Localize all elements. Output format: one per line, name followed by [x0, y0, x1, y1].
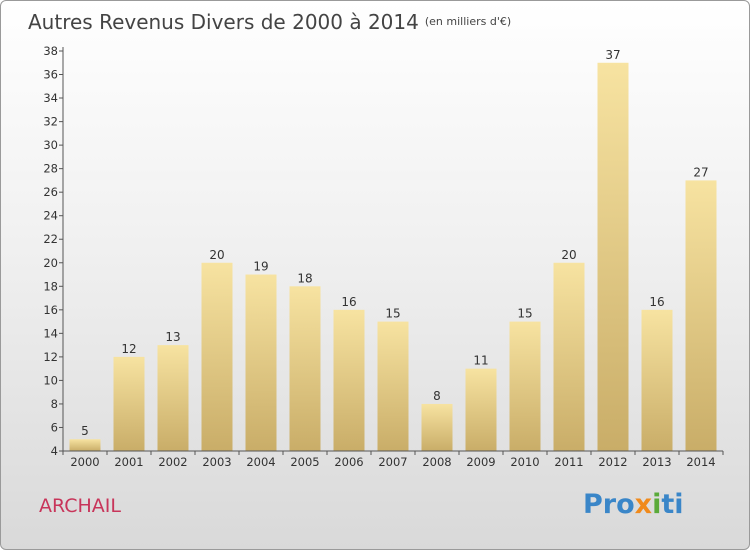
bar-2002: [157, 345, 189, 451]
y-tick-label-38: 38: [43, 44, 58, 58]
x-tick-label-2011: 2011: [554, 455, 583, 469]
y-tick-label-34: 34: [43, 91, 58, 105]
y-tick-label-24: 24: [43, 209, 58, 223]
y-tick-label-20: 20: [43, 256, 58, 270]
bar-label-2009: 11: [473, 354, 488, 368]
bar-label-2000: 5: [81, 424, 89, 438]
x-tick-label-2014: 2014: [686, 455, 715, 469]
x-tick-label-2010: 2010: [510, 455, 539, 469]
bar-label-2008: 8: [433, 389, 441, 403]
y-tick-label-18: 18: [43, 279, 58, 293]
bar-label-2006: 16: [341, 295, 356, 309]
x-tick-label-2008: 2008: [422, 455, 451, 469]
bar-2005: [289, 286, 321, 451]
y-tick-label-14: 14: [43, 326, 58, 340]
y-tick-label-10: 10: [43, 373, 58, 387]
bar-2000: [69, 439, 101, 451]
y-tick-label-26: 26: [43, 185, 58, 199]
y-tick-label-12: 12: [43, 350, 58, 364]
y-tick-label-4: 4: [51, 444, 58, 458]
bar-2004: [245, 274, 277, 451]
y-tick-label-36: 36: [43, 68, 58, 82]
bars-group: 5 12 13 20 19 18 16 15 8 11 15 20 37 16 27: [69, 48, 717, 452]
bar-label-2004: 19: [253, 260, 268, 274]
x-tick-label-2001: 2001: [114, 455, 143, 469]
proxiti-logo: Proxiti: [583, 489, 684, 520]
x-tick-label-2005: 2005: [290, 455, 319, 469]
y-tick-label-16: 16: [43, 303, 58, 317]
chart-subtitle: (en milliers d'€): [424, 15, 512, 28]
bar-label-2012: 37: [605, 48, 620, 62]
x-tick-label-2012: 2012: [598, 455, 627, 469]
x-tick-label-2013: 2013: [642, 455, 671, 469]
bar-label-2001: 12: [121, 342, 136, 356]
x-tick-label-2002: 2002: [158, 455, 187, 469]
chart-title-text: Autres Revenus Divers de 2000 à 2014: [28, 10, 419, 34]
bar-2013: [641, 309, 673, 451]
bar-label-2014: 27: [693, 165, 708, 179]
town-name: ARCHAIL: [39, 495, 121, 517]
bar-2009: [465, 368, 497, 451]
x-tick-label-2000: 2000: [70, 455, 99, 469]
x-tick-label-2009: 2009: [466, 455, 495, 469]
x-tick-label-2006: 2006: [334, 455, 363, 469]
bar-label-2013: 16: [649, 295, 664, 309]
y-tick-label-6: 6: [51, 420, 58, 434]
bar-label-2005: 18: [297, 271, 312, 285]
x-tick-label-2004: 2004: [246, 455, 275, 469]
x-tick-label-2007: 2007: [378, 455, 407, 469]
chart-title: Autres Revenus Divers de 2000 à 2014 (en …: [28, 10, 511, 34]
bar-label-2007: 15: [385, 307, 400, 321]
bar-2006: [333, 309, 365, 451]
bar-2003: [201, 262, 233, 451]
y-tick-label-22: 22: [43, 232, 58, 246]
bar-2011: [553, 262, 585, 451]
bar-2012: [597, 62, 629, 451]
x-tick-label-2003: 2003: [202, 455, 231, 469]
bar-2007: [377, 321, 409, 451]
bar-2014: [685, 180, 717, 452]
bar-label-2011: 20: [561, 248, 576, 262]
bar-label-2010: 15: [517, 307, 532, 321]
bar-label-2003: 20: [209, 248, 224, 262]
y-tick-label-28: 28: [43, 162, 58, 176]
y-tick-label-32: 32: [43, 115, 58, 129]
bar-2008: [421, 403, 453, 451]
y-tick-label-30: 30: [43, 138, 58, 152]
y-tick-label-8: 8: [51, 397, 58, 411]
bar-2010: [509, 321, 541, 451]
bar-label-2002: 13: [165, 330, 180, 344]
bar-2001: [113, 356, 145, 451]
axes-group: 2000 2001 2002 2003 2004 2005 2006 2007 2008 2009…: [43, 44, 724, 469]
